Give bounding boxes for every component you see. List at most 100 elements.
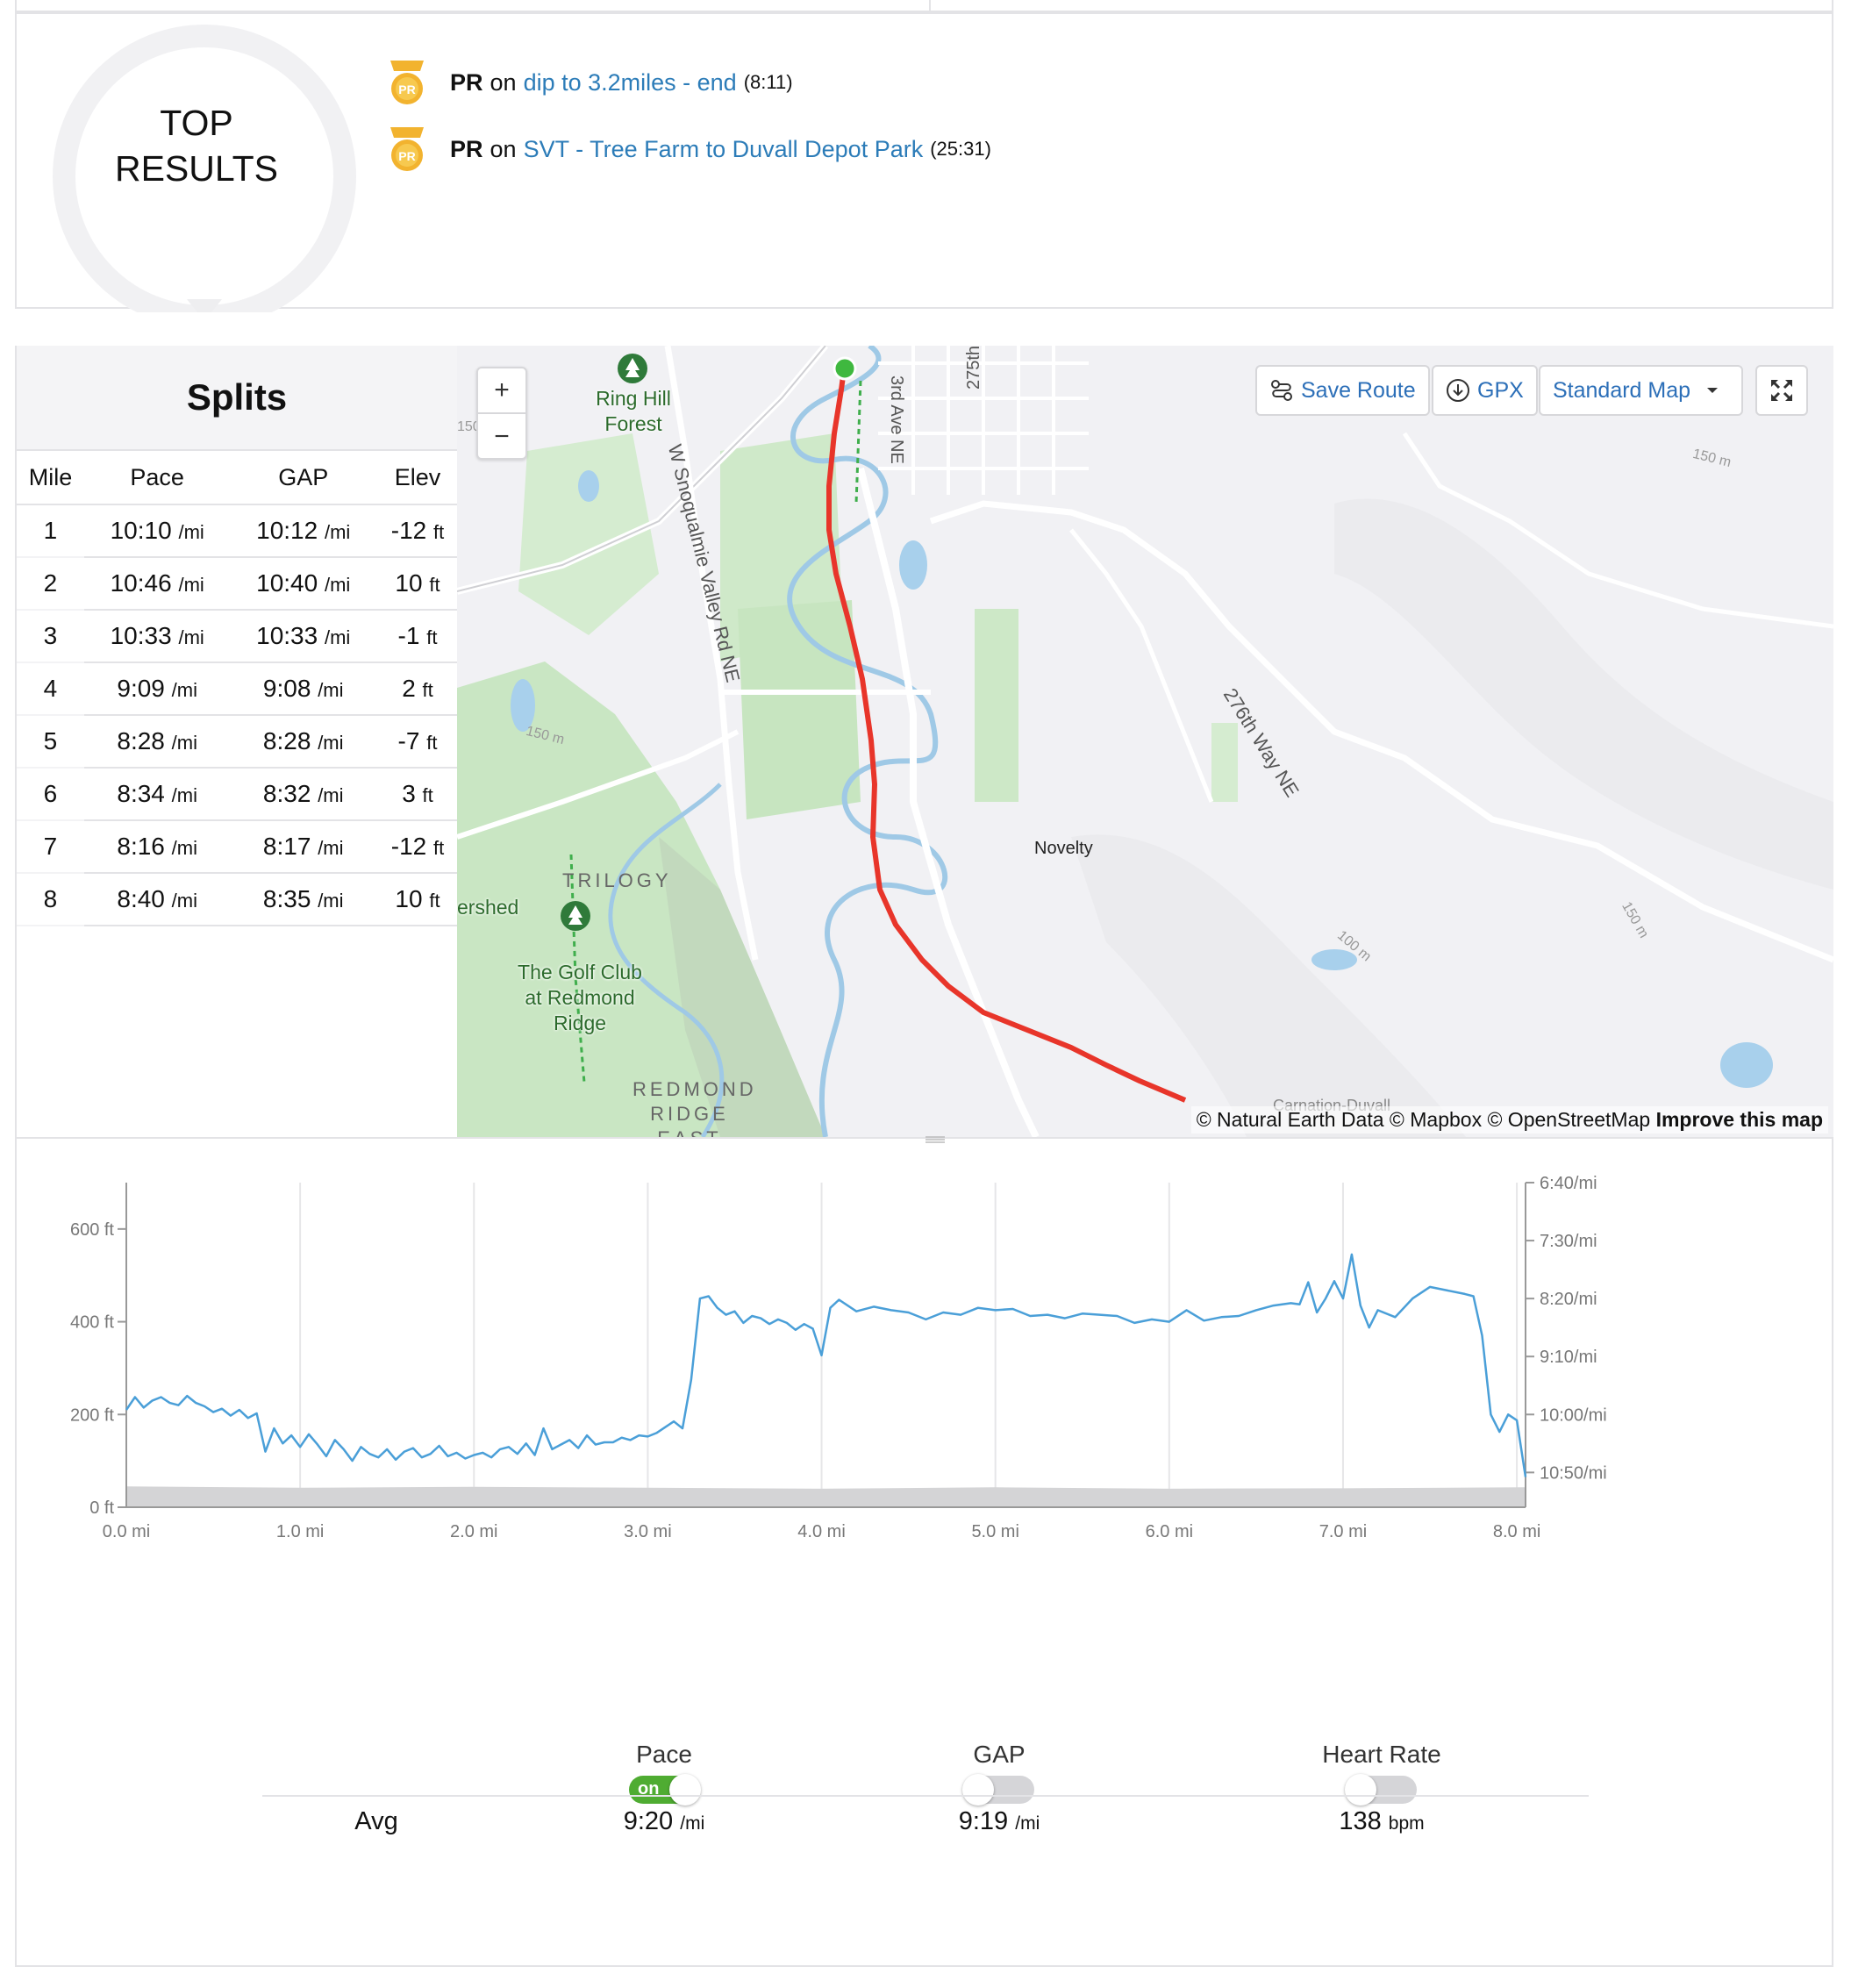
achievement-label: PR bbox=[450, 135, 483, 162]
zoom-out-button[interactable]: − bbox=[494, 422, 510, 451]
tree-icon bbox=[618, 354, 647, 383]
improve-map-link[interactable]: Improve this map bbox=[1655, 1108, 1823, 1131]
heart-rate-toggle[interactable]: Heart Rate bbox=[1303, 1741, 1461, 1806]
pace-toggle-label: Pace bbox=[636, 1741, 692, 1768]
split-elev: -1 ft bbox=[375, 610, 459, 663]
zoom-in-button[interactable]: + bbox=[478, 368, 525, 414]
splits-table: Mile Pace GAP Elev 1 10:10 /mi 10:12 /mi -1… bbox=[17, 449, 459, 926]
x-tick-label: 1.0 mi bbox=[276, 1522, 324, 1541]
x-tick-label: 8.0 mi bbox=[1493, 1522, 1540, 1541]
gpx-button[interactable]: GPX bbox=[1432, 365, 1538, 416]
split-row: 5 8:28 /mi 8:28 /mi -7 ft bbox=[17, 715, 459, 769]
right-tick-label: 7:30/mi bbox=[1540, 1232, 1597, 1251]
split-gap: 8:35 /mi bbox=[230, 873, 376, 926]
map-label-watershed: ershed bbox=[457, 896, 519, 919]
top-results-panel: TOP RESULTS PR PR on dip to 3.2miles - e… bbox=[15, 12, 1833, 312]
segment-time: (25:31) bbox=[930, 138, 991, 160]
panel-divider bbox=[929, 0, 931, 11]
right-tick-label: 10:00/mi bbox=[1540, 1405, 1607, 1425]
split-row: 6 8:34 /mi 8:32 /mi 3 ft bbox=[17, 768, 459, 821]
expand-icon bbox=[1771, 380, 1792, 401]
fullscreen-button[interactable] bbox=[1755, 365, 1808, 416]
averages-divider bbox=[262, 1795, 1589, 1797]
split-elev: -12 ft bbox=[375, 820, 459, 874]
gpx-label: GPX bbox=[1477, 377, 1524, 403]
tree-icon bbox=[561, 901, 590, 931]
route-map[interactable]: Ring Hill Forest W Snoqualmie Valley Rd … bbox=[457, 346, 1833, 1137]
right-tick-label: 9:10/mi bbox=[1540, 1348, 1597, 1367]
attribution-text[interactable]: © Natural Earth Data © Mapbox © OpenStre… bbox=[1196, 1108, 1651, 1131]
resize-handle-icon[interactable] bbox=[926, 1135, 945, 1144]
left-tick-label: 0 ft bbox=[89, 1498, 114, 1518]
laurel-wreath-icon bbox=[53, 25, 356, 312]
x-tick-label: 5.0 mi bbox=[971, 1522, 1018, 1541]
analysis-chart-panel: 0.0 mi 1.0 mi 2.0 mi 3.0 mi 4.0 mi 5.0 mi 6.0 … bbox=[15, 1135, 1833, 1967]
svg-text:PR: PR bbox=[398, 149, 415, 163]
segment-link[interactable]: SVT - Tree Farm to Duvall Depot Park bbox=[523, 135, 924, 162]
pace-elevation-chart[interactable]: 0.0 mi 1.0 mi 2.0 mi 3.0 mi 4.0 mi 5.0 mi 6.0 … bbox=[17, 1165, 1833, 1709]
pace-switch[interactable]: on bbox=[629, 1774, 701, 1806]
col-elev: Elev bbox=[375, 449, 459, 505]
split-mile: 7 bbox=[17, 820, 84, 874]
avg-pace: 9:20 /mi bbox=[623, 1807, 705, 1835]
right-tick-label: 6:40/mi bbox=[1540, 1174, 1597, 1193]
splits-panel: Splits Mile Pace GAP Elev 1 10:10 /mi 10:1… bbox=[15, 346, 459, 1139]
chevron-down-icon bbox=[1707, 388, 1719, 393]
split-mile: 8 bbox=[17, 873, 84, 926]
split-row: 8 8:40 /mi 8:35 /mi 10 ft bbox=[17, 873, 459, 926]
split-mile: 3 bbox=[17, 610, 84, 663]
pace-toggle[interactable]: Pace on bbox=[603, 1741, 725, 1806]
split-gap: 8:28 /mi bbox=[230, 715, 376, 769]
map-style-dropdown[interactable]: Standard Map bbox=[1539, 365, 1743, 416]
route-icon bbox=[1271, 380, 1292, 401]
split-pace: 8:40 /mi bbox=[83, 873, 231, 926]
previous-panel-edge bbox=[15, 0, 1833, 12]
split-mile: 5 bbox=[17, 715, 84, 769]
pr-medal-icon: PR bbox=[390, 127, 424, 171]
achievement-row: PR PR on SVT - Tree Farm to Duvall Depot… bbox=[383, 123, 991, 175]
x-tick-label: 4.0 mi bbox=[797, 1522, 845, 1541]
split-row: 1 10:10 /mi 10:12 /mi -12 ft bbox=[17, 504, 459, 558]
start-marker bbox=[833, 356, 857, 381]
heart-rate-toggle-label: Heart Rate bbox=[1322, 1741, 1441, 1768]
split-elev: -12 ft bbox=[375, 504, 459, 558]
save-route-label: Save Route bbox=[1301, 377, 1416, 403]
map-attribution: © Natural Earth Data © Mapbox © OpenStre… bbox=[1190, 1106, 1828, 1133]
split-elev: 3 ft bbox=[375, 768, 459, 821]
save-route-button[interactable]: Save Route bbox=[1255, 365, 1430, 416]
col-mile: Mile bbox=[17, 449, 84, 505]
col-gap: GAP bbox=[230, 449, 376, 505]
map-label-trilogy: TRILOGY bbox=[562, 869, 672, 891]
map-canvas bbox=[457, 346, 1833, 1137]
split-pace: 10:10 /mi bbox=[83, 504, 231, 558]
x-tick-label: 7.0 mi bbox=[1319, 1522, 1367, 1541]
right-tick-label: 10:50/mi bbox=[1540, 1463, 1607, 1483]
split-gap: 10:33 /mi bbox=[230, 610, 376, 663]
split-gap: 10:12 /mi bbox=[230, 504, 376, 558]
split-gap: 10:40 /mi bbox=[230, 557, 376, 611]
heart-rate-switch[interactable] bbox=[1345, 1774, 1417, 1806]
gap-toggle-label: GAP bbox=[973, 1741, 1026, 1768]
achievement-row: PR PR on dip to 3.2miles - end (8:11) bbox=[383, 56, 793, 109]
split-elev: -7 ft bbox=[375, 715, 459, 769]
left-tick-label: 600 ft bbox=[70, 1220, 114, 1240]
left-tick-label: 400 ft bbox=[70, 1313, 114, 1333]
splits-title: Splits bbox=[17, 346, 457, 449]
split-row: 2 10:46 /mi 10:40 /mi 10 ft bbox=[17, 557, 459, 611]
segment-link[interactable]: dip to 3.2miles - end bbox=[523, 68, 737, 96]
right-tick-label: 8:20/mi bbox=[1540, 1290, 1597, 1309]
split-elev: 2 ft bbox=[375, 662, 459, 716]
gap-switch[interactable] bbox=[962, 1774, 1034, 1806]
achievement-label: PR bbox=[450, 68, 483, 96]
map-label-contour: 150 bbox=[457, 419, 481, 434]
map-label-275th: 275th bbox=[964, 346, 983, 390]
zoom-control: + − bbox=[476, 367, 527, 460]
gap-toggle[interactable]: GAP bbox=[938, 1741, 1061, 1806]
map-label-novelty: Novelty bbox=[1034, 839, 1093, 858]
split-pace: 8:28 /mi bbox=[83, 715, 231, 769]
split-pace: 8:34 /mi bbox=[83, 768, 231, 821]
split-pace: 10:33 /mi bbox=[83, 610, 231, 663]
elevation-area bbox=[126, 1486, 1526, 1507]
split-mile: 4 bbox=[17, 662, 84, 716]
download-icon bbox=[1447, 379, 1469, 402]
